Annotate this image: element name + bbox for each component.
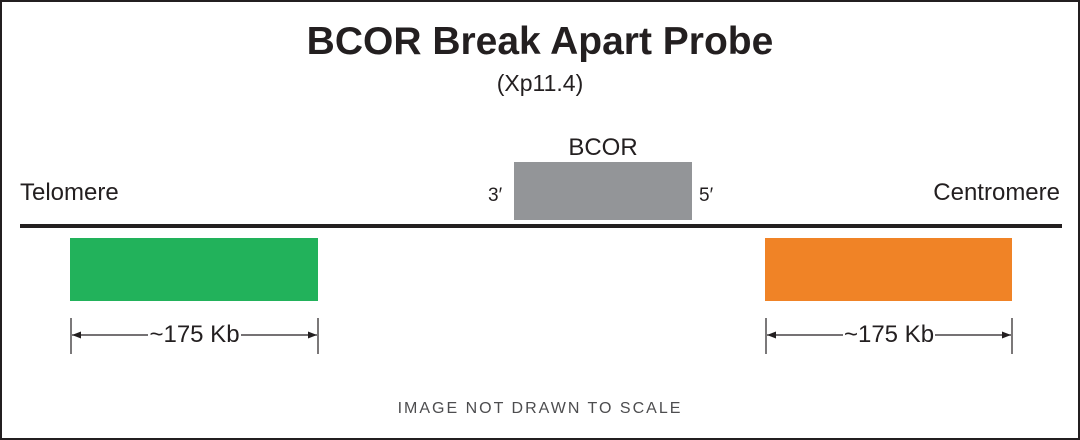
orange-probe-size: ~175 Kb [765,318,1013,354]
green-probe [70,238,318,301]
gene-label: BCOR [568,134,638,161]
diagram-title: BCOR Break Apart Probe [306,20,774,63]
chromosome-line [20,224,1062,228]
centromere-label: Centromere [933,179,1060,206]
green-probe-size-label: ~175 Kb [148,321,241,348]
scale-disclaimer: IMAGE NOT DRAWN TO SCALE [397,400,683,417]
chromosome-location: (Xp11.4) [496,70,584,96]
gene-box [514,162,692,220]
orange-probe [765,238,1012,301]
three-prime-label: 3′ [488,185,503,206]
telomere-label: Telomere [20,179,119,206]
orange-probe-size-label: ~175 Kb [842,321,936,348]
five-prime-label: 5′ [699,185,714,206]
green-probe-size: ~175 Kb [70,318,319,354]
